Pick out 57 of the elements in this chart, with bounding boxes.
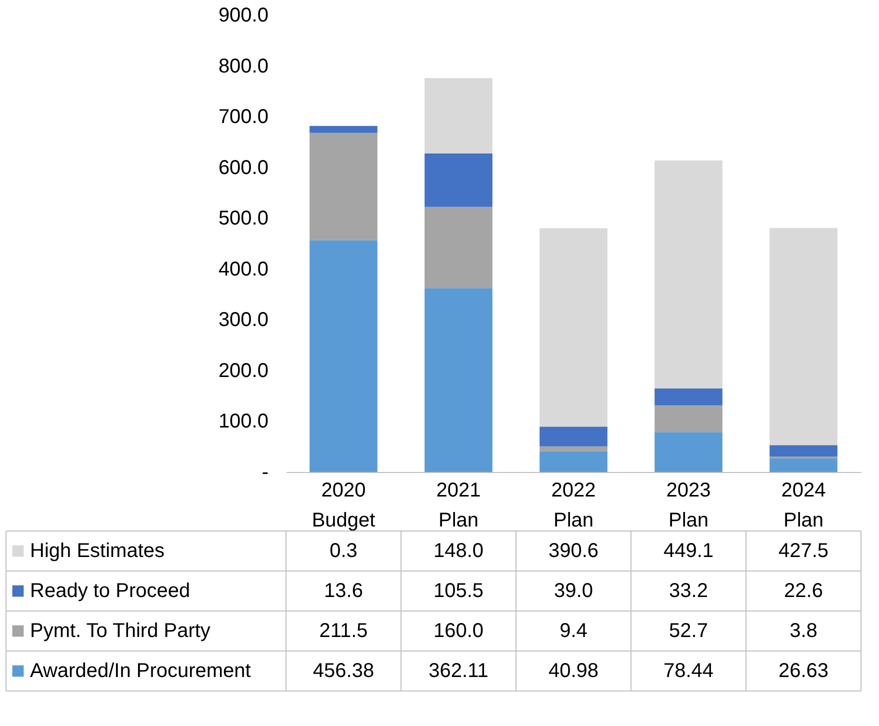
data-label: 52.7 xyxy=(669,620,708,642)
data-label: 3.8 xyxy=(790,620,818,642)
data-label: 456.38 xyxy=(312,660,374,682)
bar xyxy=(770,445,838,457)
x-tick-label: 2024 Plan xyxy=(781,480,826,532)
data-label: 13.6 xyxy=(324,580,363,602)
data-label: 78.44 xyxy=(663,660,714,682)
data-label: 390.6 xyxy=(548,540,599,562)
bar xyxy=(310,240,378,472)
legend-label: Pymt. To Third Party xyxy=(30,620,210,642)
y-tick-label: 800.0 xyxy=(218,55,268,78)
y-tick-label: 200.0 xyxy=(218,360,268,382)
bar xyxy=(654,388,722,406)
bar xyxy=(424,78,492,154)
bar xyxy=(770,458,838,472)
legend-label: Awarded/In Procurement xyxy=(30,660,252,682)
data-label: 26.63 xyxy=(778,660,829,682)
bar xyxy=(654,432,722,472)
y-tick-label: 100.0 xyxy=(218,410,268,433)
data-label: 39.0 xyxy=(554,580,593,602)
bar xyxy=(770,228,838,446)
bar xyxy=(654,160,722,389)
bar xyxy=(540,228,608,427)
bar xyxy=(540,446,608,452)
bar xyxy=(540,451,608,472)
x-tick-label: 2023 Plan xyxy=(666,480,711,532)
bar xyxy=(310,126,378,133)
bar xyxy=(424,206,492,288)
x-tick-label: 2020 Budget xyxy=(312,480,376,532)
y-tick-label: 600.0 xyxy=(218,156,268,179)
data-label: 148.0 xyxy=(433,540,484,562)
data-label: 449.1 xyxy=(663,540,714,562)
data-label: 40.98 xyxy=(548,660,599,682)
legend-label: Ready to Proceed xyxy=(30,580,190,602)
y-tick-label: 400.0 xyxy=(218,258,268,280)
data-label: 362.11 xyxy=(428,660,488,682)
x-tick-label: 2022 Plan xyxy=(551,480,596,532)
data-label: 105.5 xyxy=(433,580,484,602)
y-tick-label: 900.0 xyxy=(218,4,268,26)
legend-label: High Estimates xyxy=(30,540,164,562)
bar xyxy=(424,153,492,207)
y-tick-label: 500.0 xyxy=(218,208,268,230)
y-tick-label: 700.0 xyxy=(218,106,268,128)
data-label: 9.4 xyxy=(560,620,588,642)
y-tick-label: - xyxy=(262,462,268,484)
bar xyxy=(540,426,608,446)
data-label: 22.6 xyxy=(784,580,823,602)
x-tick-label: 2021 Plan xyxy=(436,480,481,532)
data-label: 0.3 xyxy=(330,540,358,562)
bar xyxy=(424,288,492,472)
bar xyxy=(654,405,722,432)
data-label: 160.0 xyxy=(433,620,484,642)
data-label: 427.5 xyxy=(778,540,829,562)
data-label: 211.5 xyxy=(319,620,368,642)
y-tick-label: 300.0 xyxy=(218,309,268,332)
data-label: 33.2 xyxy=(669,580,708,602)
bar xyxy=(310,132,378,240)
